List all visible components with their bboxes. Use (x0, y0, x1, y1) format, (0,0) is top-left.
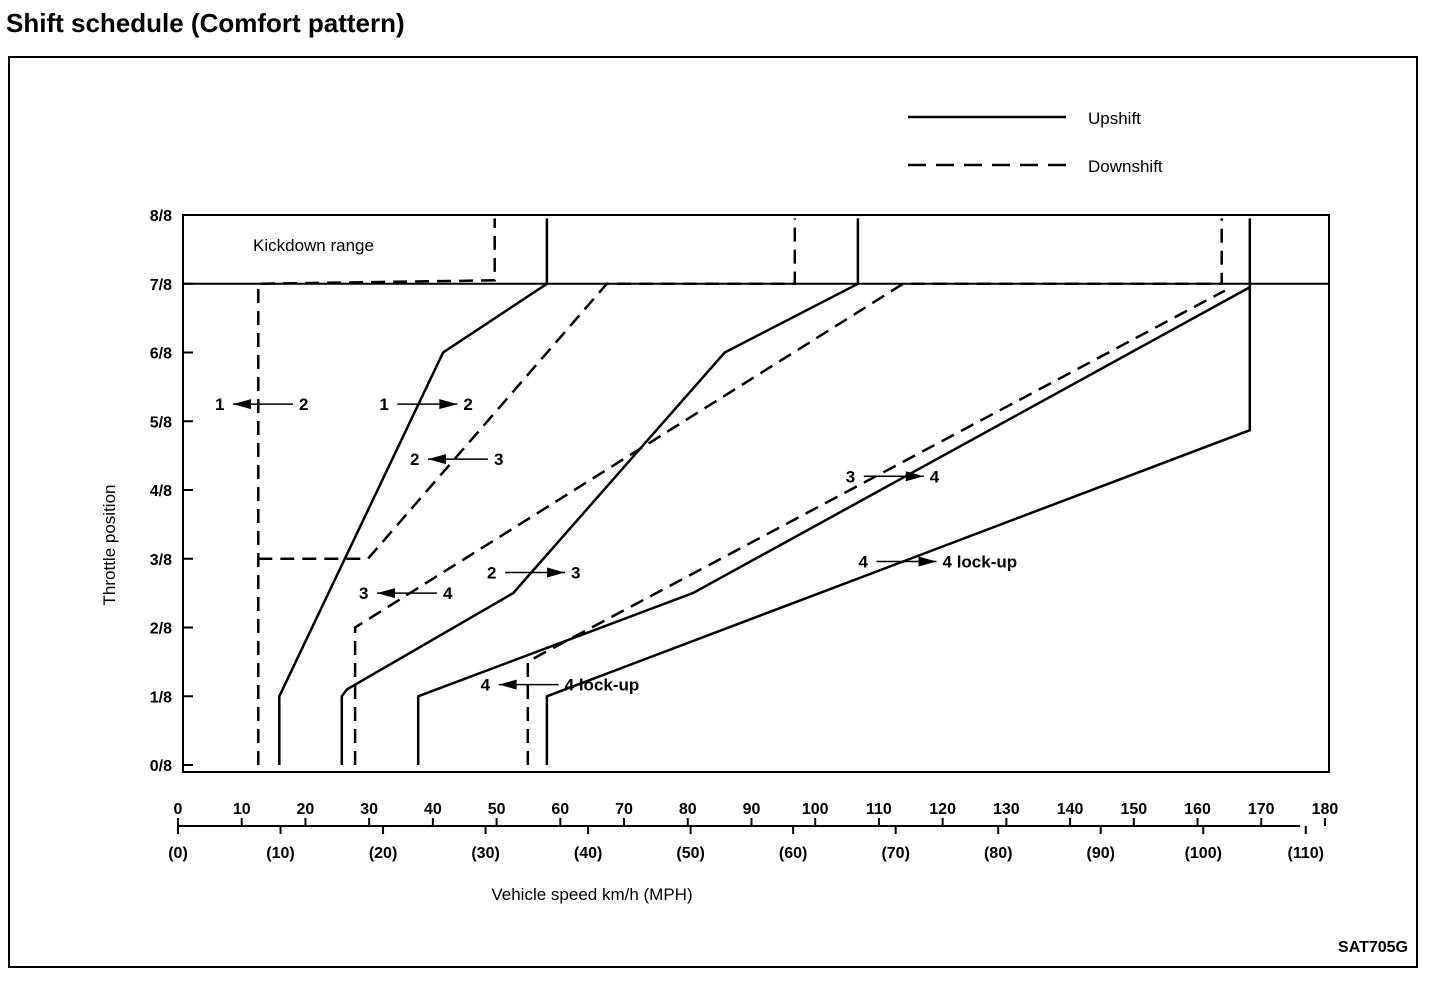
x-tick-label-kmh: 80 (679, 801, 697, 818)
arrow-right-icon (905, 471, 924, 482)
x-tick-label-mph: (60) (779, 845, 807, 862)
shift-line-3-2-downshift (258, 218, 797, 561)
x-tick-label-kmh: 30 (360, 801, 378, 818)
annotation-from-gear: 1 (379, 395, 388, 414)
x-tick-label-kmh: 120 (929, 801, 956, 818)
x-tick-label-kmh: 170 (1248, 801, 1275, 818)
annotation-to-gear: 4 (930, 467, 940, 486)
annotation-to-gear: 4 (443, 584, 453, 603)
y-tick-label: 8/8 (150, 208, 172, 225)
annotation-to-gear: 3 (571, 564, 580, 583)
chart-title: Shift schedule (Comfort pattern) (6, 8, 405, 38)
shift-annotation: 4 4 lock-up (859, 553, 1018, 572)
shift-line-2-1-downshift (257, 218, 496, 765)
x-tick-label-mph: (40) (574, 845, 602, 862)
arrow-right-icon (918, 556, 937, 567)
shift-line-3-4-upshift (416, 218, 1252, 765)
x-tick-label-mph: (70) (881, 845, 909, 862)
annotation-from-gear: 2 (487, 564, 496, 583)
figure-code: SAT705G (1338, 939, 1408, 956)
x-tick-label-mph: (20) (369, 845, 397, 862)
y-tick-label: 6/8 (150, 346, 172, 363)
arrow-left-icon (376, 588, 395, 599)
x-tick-label-mph: (50) (676, 845, 704, 862)
y-tick-label: 0/8 (150, 758, 172, 775)
x-tick-label-kmh: 140 (1057, 801, 1084, 818)
x-tick-label-kmh: 20 (297, 801, 315, 818)
x-tick-label-kmh: 130 (993, 801, 1020, 818)
annotation-from-gear: 3 (359, 584, 368, 603)
annotation-from-gear: 2 (410, 450, 419, 469)
y-axis-label: Throttle position (100, 485, 119, 606)
y-tick-label: 7/8 (150, 277, 172, 294)
arrow-left-icon (498, 679, 517, 690)
axes: 0/8 1/8 2/8 3/8 4/8 5/8 6/8 7/8 8/8 0 10 20 30 40 50 60… (150, 208, 1339, 862)
y-tick-label: 5/8 (150, 414, 172, 431)
x-tick-label-mph: (100) (1185, 845, 1222, 862)
arrow-right-icon (547, 567, 566, 578)
shift-line-1-2-upshift (278, 218, 549, 765)
arrow-left-icon (232, 399, 251, 410)
figure-frame (8, 56, 1418, 968)
shift-line-4-lock-up-off (526, 289, 1226, 765)
x-tick-label-kmh: 70 (615, 801, 633, 818)
y-tick-label: 4/8 (150, 483, 172, 500)
x-tick-label-kmh: 100 (802, 801, 829, 818)
shift-annotation: 4 4 lock-up (481, 676, 640, 695)
shift-line-4-3-downshift (353, 218, 1223, 765)
annotation-from-gear: 4 (481, 676, 491, 695)
kickdown-range-label: Kickdown range (253, 236, 374, 255)
x-tick-label-mph: (110) (1288, 845, 1324, 862)
legend-label: Upshift (1088, 109, 1141, 128)
annotation-from-gear: 1 (215, 395, 224, 414)
annotation-from-gear: 3 (846, 467, 855, 486)
x-tick-label-kmh: 50 (488, 801, 506, 818)
x-tick-label-kmh: 10 (233, 801, 251, 818)
shift-line-2-3-upshift (340, 218, 860, 765)
legend: Upshift Downshift (908, 109, 1163, 176)
x-tick-label-kmh: 0 (174, 801, 183, 818)
y-tick-label: 1/8 (150, 689, 172, 706)
arrow-left-icon (427, 454, 446, 465)
x-tick-label-mph: (90) (1087, 845, 1115, 862)
x-tick-label-kmh: 40 (424, 801, 442, 818)
annotation-to-gear: 2 (463, 395, 472, 414)
x-tick-label-kmh: 90 (743, 801, 761, 818)
x-tick-label-kmh: 180 (1312, 801, 1339, 818)
annotation-to-gear: 3 (494, 450, 503, 469)
x-tick-label-kmh: 150 (1120, 801, 1147, 818)
y-tick-label: 3/8 (150, 552, 172, 569)
shift-line-4-lock-up-on (545, 287, 1252, 765)
legend-label: Downshift (1088, 157, 1163, 176)
x-axis-label: Vehicle speed km/h (MPH) (491, 885, 692, 904)
x-tick-label-mph: (80) (984, 845, 1012, 862)
x-tick-label-mph: (30) (471, 845, 499, 862)
x-tick-label-mph: (0) (168, 845, 188, 862)
y-tick-label: 2/8 (150, 621, 172, 638)
x-tick-label-kmh: 60 (551, 801, 569, 818)
annotation-from-gear: 4 (859, 553, 869, 572)
plot-border (182, 214, 1330, 773)
arrow-right-icon (439, 399, 458, 410)
annotation-to-gear: 4 lock-up (943, 553, 1018, 572)
annotation-to-gear: 2 (299, 395, 308, 414)
annotation-to-gear: 4 lock-up (565, 676, 640, 695)
x-tick-label-kmh: 160 (1184, 801, 1211, 818)
x-tick-label-kmh: 110 (866, 801, 892, 818)
x-tick-label-mph: (10) (266, 845, 294, 862)
